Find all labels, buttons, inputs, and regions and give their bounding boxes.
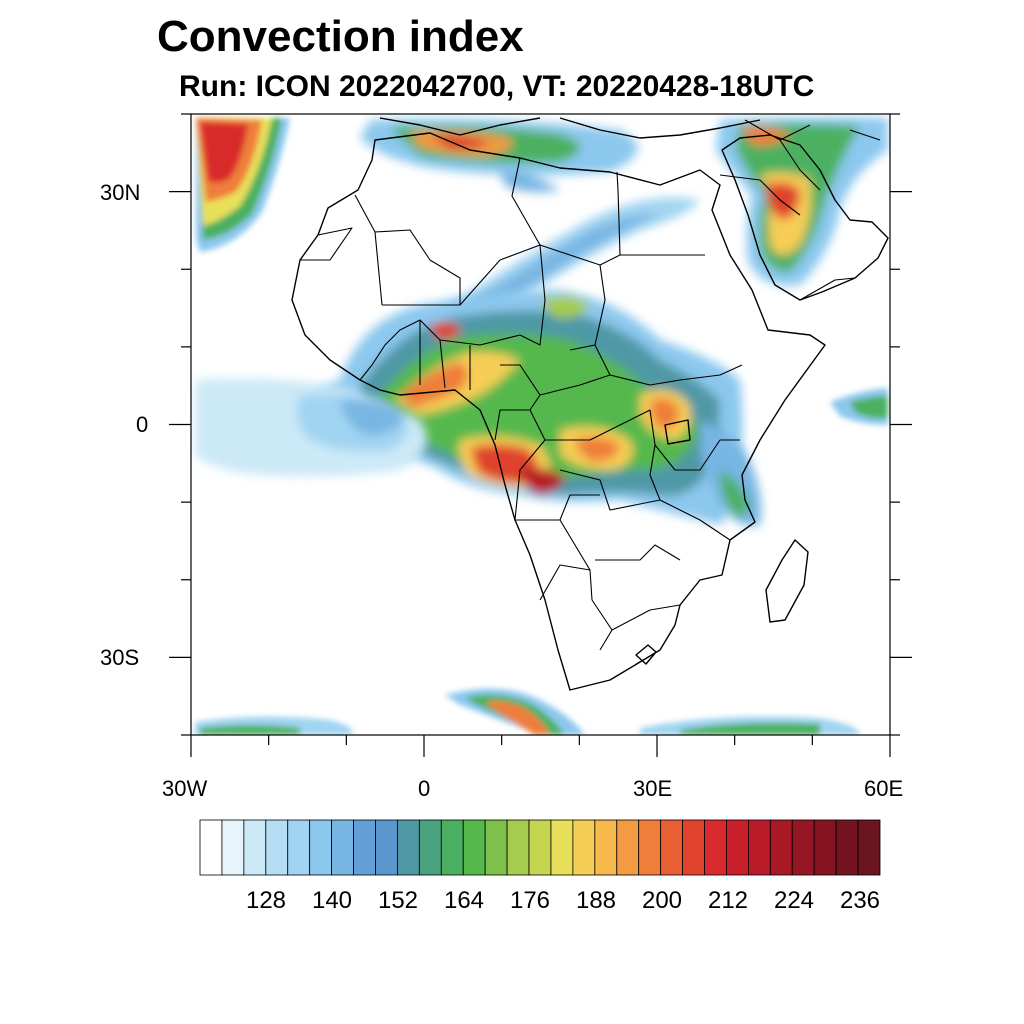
x-tick-label-0: 0 — [418, 776, 431, 801]
country-borders — [300, 157, 743, 651]
africa-coastline — [291, 132, 826, 691]
colorbar-swatch — [331, 819, 354, 876]
colorbar-swatch — [682, 819, 705, 876]
field-gulf-of-guinea — [195, 378, 427, 477]
x-tick-label-30e: 30E — [633, 776, 673, 801]
axis-ticks — [169, 113, 912, 757]
colorbar-swatch — [199, 819, 223, 876]
y-tick-label-0: 0 — [136, 412, 149, 437]
y-tick-label-30s: 30S — [100, 645, 140, 670]
colorbar-label: 236 — [839, 887, 881, 914]
colorbar-label: 128 — [245, 887, 287, 914]
colorbar-label: 164 — [443, 887, 485, 914]
colorbar-swatch — [287, 819, 311, 876]
chart-title: Convection index — [157, 12, 524, 61]
colorbar-label: 176 — [509, 887, 551, 914]
colorbar-swatch — [462, 819, 486, 876]
colorbar-swatch — [660, 819, 683, 876]
madagascar-coastline — [765, 539, 809, 623]
colorbar-label: 200 — [641, 887, 683, 914]
colorbar-swatch — [572, 819, 596, 876]
colorbar-swatch — [309, 819, 333, 876]
colorbar-swatch — [704, 819, 727, 876]
colorbar-swatch — [791, 819, 815, 876]
chart-subtitle: Run: ICON 2022042700, VT: 20220428-18UTC — [179, 70, 815, 103]
colorbar-swatch — [616, 819, 640, 876]
x-tick-label-30w: 30W — [162, 776, 208, 801]
colorbar-label: 212 — [707, 887, 749, 914]
colorbar-swatch — [506, 819, 530, 876]
field-middle-east — [716, 117, 888, 286]
field-southern-ocean — [195, 716, 860, 735]
colorbar-swatch — [638, 819, 662, 876]
colorbar-label: 152 — [377, 887, 419, 914]
colorbar-swatch — [528, 819, 552, 876]
arabia-coastline — [721, 134, 889, 301]
colorbar-label: 224 — [773, 887, 815, 914]
field-ne-atlantic — [196, 118, 290, 252]
colorbar-swatch — [418, 819, 442, 876]
colorbar-swatch — [550, 819, 574, 876]
colorbar-swatch — [726, 819, 749, 876]
colorbar-label: 188 — [575, 887, 617, 914]
y-tick-label-30n: 30N — [100, 180, 141, 205]
convection-field — [195, 117, 888, 735]
colorbar-swatch — [397, 819, 420, 876]
colorbar-swatch — [857, 819, 881, 876]
colorbar-swatch — [769, 819, 793, 876]
field-arabian-sea — [830, 388, 888, 425]
colorbar-swatch — [375, 819, 398, 876]
colorbar-swatch — [243, 819, 267, 876]
colorbar-swatch — [265, 819, 289, 876]
map-borders — [291, 117, 889, 691]
colorbar — [199, 819, 881, 876]
middle-east-borders — [719, 119, 881, 301]
field-south-atlantic — [445, 688, 585, 735]
colorbar-swatch — [835, 819, 859, 876]
lake-victoria — [664, 419, 691, 445]
europe-coastline — [379, 117, 761, 139]
lesotho-border — [635, 644, 657, 665]
colorbar-swatch — [221, 819, 245, 876]
colorbar-swatch — [594, 819, 618, 876]
x-tick-label-60e: 60E — [864, 776, 904, 801]
colorbar-swatch — [440, 819, 464, 876]
colorbar-swatch — [484, 819, 508, 876]
field-central-africa — [300, 290, 743, 525]
colorbar-swatch — [813, 819, 837, 876]
colorbar-swatch — [353, 819, 376, 876]
colorbar-label: 140 — [311, 887, 353, 914]
colorbar-swatch — [747, 819, 771, 876]
